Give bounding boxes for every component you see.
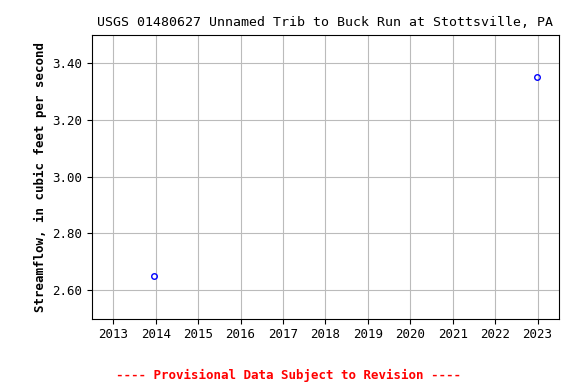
Title: USGS 01480627 Unnamed Trib to Buck Run at Stottsville, PA: USGS 01480627 Unnamed Trib to Buck Run a…	[97, 16, 554, 29]
Text: ---- Provisional Data Subject to Revision ----: ---- Provisional Data Subject to Revisio…	[116, 369, 460, 382]
Y-axis label: Streamflow, in cubic feet per second: Streamflow, in cubic feet per second	[34, 41, 47, 312]
